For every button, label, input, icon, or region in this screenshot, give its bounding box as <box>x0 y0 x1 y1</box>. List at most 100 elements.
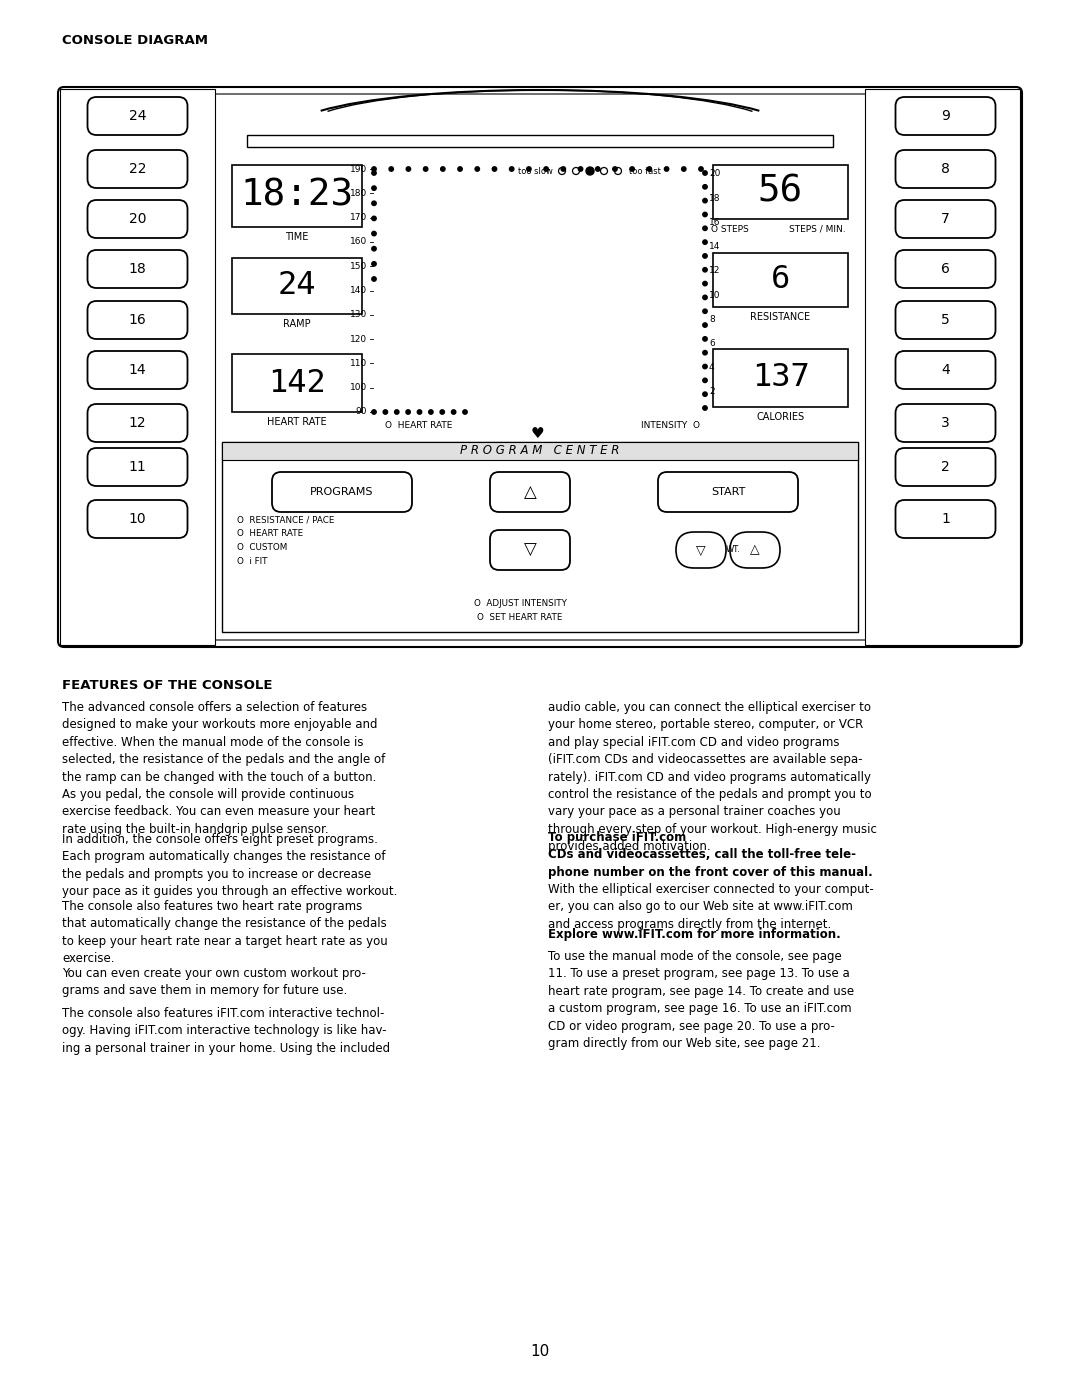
Text: 14: 14 <box>708 242 720 251</box>
Bar <box>247 136 833 147</box>
Text: 18: 18 <box>708 194 720 203</box>
FancyBboxPatch shape <box>490 529 570 570</box>
Text: 20: 20 <box>129 212 146 226</box>
Text: 20: 20 <box>708 169 720 179</box>
Circle shape <box>586 168 594 175</box>
Text: 190: 190 <box>350 165 367 173</box>
FancyBboxPatch shape <box>895 250 996 288</box>
Bar <box>232 258 362 314</box>
Text: The console also features two heart rate programs
that automatically change the : The console also features two heart rate… <box>62 900 388 965</box>
Text: PROGRAMS: PROGRAMS <box>310 488 374 497</box>
FancyBboxPatch shape <box>895 300 996 339</box>
Circle shape <box>699 166 703 172</box>
Text: 170: 170 <box>350 214 367 222</box>
Circle shape <box>372 261 376 265</box>
Text: 4: 4 <box>708 363 715 372</box>
Text: 10: 10 <box>129 511 146 527</box>
Circle shape <box>527 166 531 172</box>
Bar <box>232 353 362 412</box>
Circle shape <box>647 166 651 172</box>
Text: 24: 24 <box>129 109 146 123</box>
Text: 6: 6 <box>941 263 950 277</box>
Text: 2: 2 <box>941 460 950 474</box>
Circle shape <box>372 409 376 414</box>
Text: 22: 22 <box>129 162 146 176</box>
Text: You can even create your own custom workout pro-
grams and save them in memory f: You can even create your own custom work… <box>62 967 366 997</box>
Text: 12: 12 <box>708 267 720 275</box>
Text: too slow: too slow <box>517 166 553 176</box>
FancyBboxPatch shape <box>87 96 188 136</box>
Circle shape <box>492 166 497 172</box>
Text: The advanced console offers a selection of features
designed to make your workou: The advanced console offers a selection … <box>62 701 386 835</box>
FancyBboxPatch shape <box>272 472 411 511</box>
Circle shape <box>703 379 707 383</box>
Text: FEATURES OF THE CONSOLE: FEATURES OF THE CONSOLE <box>62 679 272 692</box>
FancyBboxPatch shape <box>490 472 570 511</box>
Circle shape <box>372 166 376 172</box>
Text: CALORIES: CALORIES <box>756 412 805 422</box>
Circle shape <box>440 409 445 414</box>
FancyBboxPatch shape <box>895 96 996 136</box>
FancyBboxPatch shape <box>87 250 188 288</box>
Circle shape <box>703 268 707 272</box>
Circle shape <box>463 409 468 414</box>
Circle shape <box>441 166 445 172</box>
Text: 7: 7 <box>941 212 950 226</box>
Circle shape <box>630 166 634 172</box>
FancyBboxPatch shape <box>730 532 780 569</box>
Text: To purchase iFIT.com
CDs and videocassettes, call the toll-free tele-
phone numb: To purchase iFIT.com CDs and videocasset… <box>548 831 873 879</box>
Circle shape <box>372 217 376 221</box>
Circle shape <box>510 166 514 172</box>
Text: RAMP: RAMP <box>283 319 311 330</box>
Circle shape <box>389 166 393 172</box>
Circle shape <box>703 393 707 397</box>
Text: 110: 110 <box>350 359 367 367</box>
Text: 14: 14 <box>129 363 146 377</box>
Text: 4: 4 <box>941 363 950 377</box>
Text: 160: 160 <box>350 237 367 246</box>
Text: O  RESISTANCE / PACE: O RESISTANCE / PACE <box>237 515 335 524</box>
Circle shape <box>372 186 376 190</box>
Circle shape <box>406 409 410 414</box>
Text: TIME: TIME <box>285 232 309 242</box>
Circle shape <box>681 166 686 172</box>
Text: 16: 16 <box>708 218 720 226</box>
Text: 142: 142 <box>268 367 326 398</box>
Circle shape <box>703 365 707 369</box>
Text: ♥: ♥ <box>530 426 544 441</box>
FancyBboxPatch shape <box>87 404 188 441</box>
Text: 130: 130 <box>350 310 367 320</box>
Bar <box>865 89 1020 645</box>
Circle shape <box>544 166 549 172</box>
Text: O  HEART RATE: O HEART RATE <box>237 529 303 538</box>
Text: HEART RATE: HEART RATE <box>267 416 327 427</box>
Circle shape <box>562 166 566 172</box>
Text: O  SET HEART RATE: O SET HEART RATE <box>477 612 563 622</box>
Circle shape <box>703 351 707 355</box>
Text: 3: 3 <box>941 416 950 430</box>
Text: O STEPS: O STEPS <box>711 225 748 233</box>
Text: 18: 18 <box>129 263 147 277</box>
Text: O  i FIT: O i FIT <box>237 557 268 567</box>
Text: O  ADJUST INTENSITY: O ADJUST INTENSITY <box>473 599 567 609</box>
Circle shape <box>703 198 707 203</box>
Text: 180: 180 <box>350 189 367 198</box>
Text: 8: 8 <box>708 314 715 324</box>
FancyBboxPatch shape <box>87 149 188 189</box>
FancyBboxPatch shape <box>895 500 996 538</box>
FancyBboxPatch shape <box>87 500 188 538</box>
Text: 1: 1 <box>941 511 950 527</box>
FancyBboxPatch shape <box>87 300 188 339</box>
Text: 150: 150 <box>350 261 367 271</box>
Circle shape <box>372 232 376 236</box>
Text: To use the manual mode of the console, see page
11. To use a preset program, see: To use the manual mode of the console, s… <box>548 950 854 1051</box>
Text: too fast: too fast <box>629 166 661 176</box>
Circle shape <box>703 254 707 258</box>
Text: 6: 6 <box>771 264 791 296</box>
FancyBboxPatch shape <box>895 404 996 441</box>
Text: 2: 2 <box>708 387 715 397</box>
Circle shape <box>703 170 707 175</box>
Circle shape <box>383 409 388 414</box>
Circle shape <box>406 166 410 172</box>
Text: CONSOLE DIAGRAM: CONSOLE DIAGRAM <box>62 34 208 47</box>
